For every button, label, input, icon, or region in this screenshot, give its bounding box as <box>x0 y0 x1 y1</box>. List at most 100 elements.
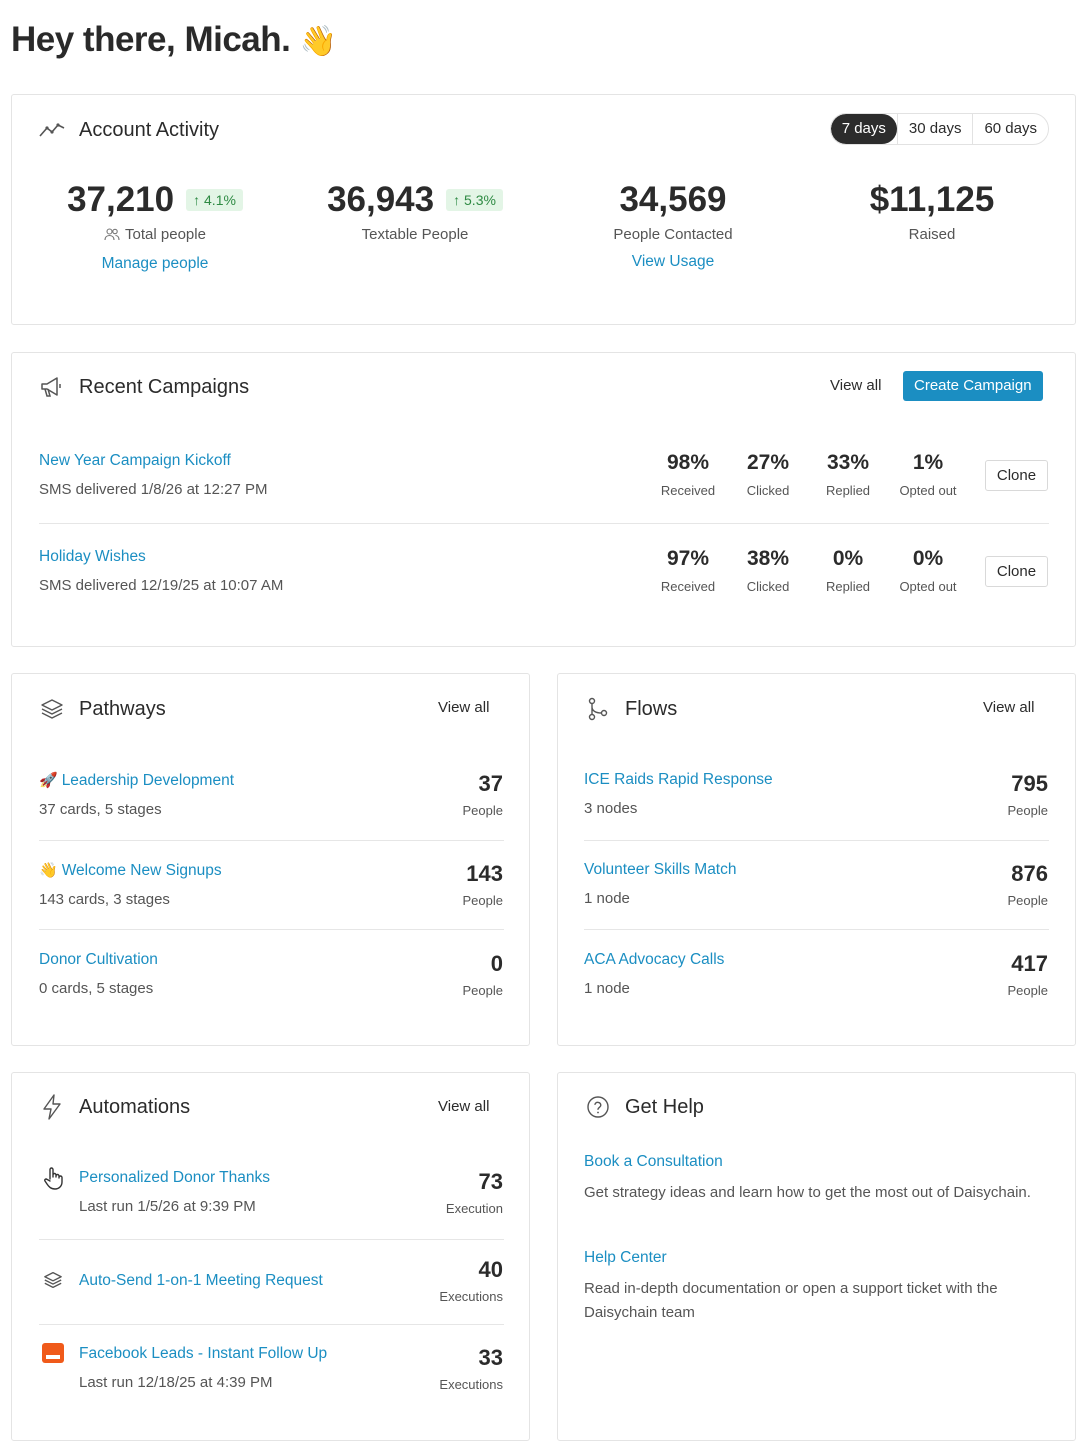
automations-view-all[interactable]: View all <box>438 1098 490 1115</box>
lightning-icon <box>39 1094 65 1120</box>
campaign-name-link[interactable]: New Year Campaign Kickoff <box>39 452 231 469</box>
pathway-meta: 0 cards, 5 stages <box>39 980 154 997</box>
flow-meta: 1 node <box>584 890 630 907</box>
recent-campaigns-card: Recent Campaigns View all Create Campaig… <box>11 352 1076 647</box>
greeting-text: Hey there, Micah. <box>11 20 291 59</box>
create-campaign-button[interactable]: Create Campaign <box>903 371 1043 401</box>
range-30-days[interactable]: 30 days <box>896 114 973 144</box>
metric-clicked: 27% Clicked <box>728 451 808 498</box>
pointer-hand-icon <box>43 1166 65 1195</box>
campaign-row: Holiday Wishes SMS delivered 12/19/25 at… <box>39 548 283 594</box>
recent-campaigns-header: Recent Campaigns <box>39 374 249 400</box>
pathway-name-link[interactable]: Donor Cultivation <box>39 951 158 968</box>
stat-label: Raised <box>908 226 956 243</box>
count-label: People <box>1007 893 1048 908</box>
count-label: Executions <box>439 1289 503 1304</box>
count-label: People <box>1007 983 1048 998</box>
question-circle-icon <box>585 1094 611 1120</box>
stat-value: 36,943 <box>327 180 435 219</box>
metric-label: Opted out <box>899 579 957 594</box>
stat-textable-people: 36,943 ↑ 5.3% Textable People <box>310 180 520 243</box>
layers-icon <box>43 1271 63 1294</box>
count-label: People <box>462 893 503 908</box>
help-center-link[interactable]: Help Center <box>584 1249 667 1266</box>
metric-value: 0% <box>912 547 944 570</box>
stat-label: Textable People <box>361 226 469 243</box>
metric-received: 98% Received <box>648 451 728 498</box>
account-activity-card: Account Activity 7 days 30 days 60 days … <box>11 94 1076 325</box>
metric-value: 0% <box>832 547 864 570</box>
automation-meta: Last run 12/18/25 at 4:39 PM <box>79 1374 273 1391</box>
metric-label: Replied <box>825 579 871 594</box>
manage-people-link[interactable]: Manage people <box>101 255 209 272</box>
automations-header: Automations <box>39 1094 190 1120</box>
automation-row: Auto-Send 1-on-1 Meeting Request <box>79 1272 323 1290</box>
metric-replied: 33% Replied <box>808 451 888 498</box>
range-7-days[interactable]: 7 days <box>830 114 897 144</box>
automation-name-link[interactable]: Facebook Leads - Instant Follow Up <box>79 1345 328 1362</box>
flows-title: Flows <box>625 697 678 720</box>
count-value: 417 <box>1011 951 1048 976</box>
metric-label: Clicked <box>746 483 790 498</box>
stat-people-contacted: 34,569 People Contacted View Usage <box>578 180 768 271</box>
stat-raised: $11,125 Raised <box>837 180 1027 243</box>
flows-view-all[interactable]: View all <box>983 699 1035 716</box>
stat-total-people: 37,210 ↑ 4.1% Total people Manage people <box>60 180 250 273</box>
recent-campaigns-title: Recent Campaigns <box>79 375 250 398</box>
pathway-name-link[interactable]: Leadership Development <box>61 772 235 789</box>
count-label: Executions <box>439 1377 503 1392</box>
automation-name-link[interactable]: Auto-Send 1-on-1 Meeting Request <box>79 1272 323 1289</box>
count-value: 795 <box>1011 771 1048 796</box>
flow-name-link[interactable]: ACA Advocacy Calls <box>584 951 725 968</box>
waving-hand-emoji: 👋 <box>299 25 337 58</box>
metric-value: 33% <box>826 451 870 474</box>
automation-count: 73 Execution <box>446 1169 503 1216</box>
pathways-title: Pathways <box>79 697 166 720</box>
metric-label: Clicked <box>746 579 790 594</box>
metric-value: 97% <box>666 547 710 570</box>
flow-name-link[interactable]: Volunteer Skills Match <box>584 861 737 878</box>
pathway-meta: 37 cards, 5 stages <box>39 801 162 818</box>
row-divider <box>39 1324 504 1325</box>
book-consultation-link[interactable]: Book a Consultation <box>584 1153 723 1170</box>
metric-value: 1% <box>912 451 944 474</box>
flow-meta: 1 node <box>584 980 630 997</box>
flow-name-link[interactable]: ICE Raids Rapid Response <box>584 771 773 788</box>
branch-icon <box>585 696 611 722</box>
count-label: People <box>462 983 503 998</box>
range-60-days[interactable]: 60 days <box>972 114 1048 144</box>
get-help-title: Get Help <box>625 1095 704 1118</box>
flow-count: 417 People <box>1008 951 1048 998</box>
metric-opted-out: 0% Opted out <box>888 547 968 594</box>
growth-badge: ↑ 4.1% <box>186 189 243 211</box>
help-description: Read in-depth documentation or open a su… <box>584 1280 998 1321</box>
automation-name-link[interactable]: Personalized Donor Thanks <box>79 1169 270 1186</box>
rocket-emoji: 🚀 <box>39 772 58 789</box>
stat-value: 34,569 <box>619 180 727 219</box>
automation-meta: Last run 1/5/26 at 9:39 PM <box>79 1198 256 1215</box>
megaphone-icon <box>39 374 65 400</box>
count-label: People <box>462 803 503 818</box>
pathway-name-link[interactable]: Welcome New Signups <box>61 862 222 879</box>
flow-row: ACA Advocacy Calls 1 node <box>584 951 724 997</box>
stat-value: $11,125 <box>869 180 995 219</box>
get-help-card: Get Help Book a Consultation Get strateg… <box>557 1072 1076 1441</box>
clone-button[interactable]: Clone <box>985 460 1048 491</box>
pathways-view-all[interactable]: View all <box>438 699 490 716</box>
campaign-name-link[interactable]: Holiday Wishes <box>39 548 146 565</box>
campaigns-view-all[interactable]: View all <box>830 377 882 394</box>
count-value: 73 <box>478 1169 503 1194</box>
help-item: Book a Consultation Get strategy ideas a… <box>584 1153 1054 1205</box>
pathway-count: 143 People <box>463 861 503 908</box>
help-description: Get strategy ideas and learn how to get … <box>584 1184 1031 1201</box>
automations-title: Automations <box>79 1095 191 1118</box>
flow-meta: 3 nodes <box>584 800 638 817</box>
clone-button[interactable]: Clone <box>985 556 1048 587</box>
flow-row: Volunteer Skills Match 1 node <box>584 861 737 907</box>
row-divider <box>39 523 1049 524</box>
page-greeting: Hey there, Micah. 👋 <box>11 20 337 60</box>
get-help-header: Get Help <box>585 1094 704 1120</box>
view-usage-link[interactable]: View Usage <box>631 253 715 270</box>
campaign-meta: SMS delivered 12/19/25 at 10:07 AM <box>39 577 284 594</box>
account-activity-header: Account Activity <box>39 117 219 143</box>
